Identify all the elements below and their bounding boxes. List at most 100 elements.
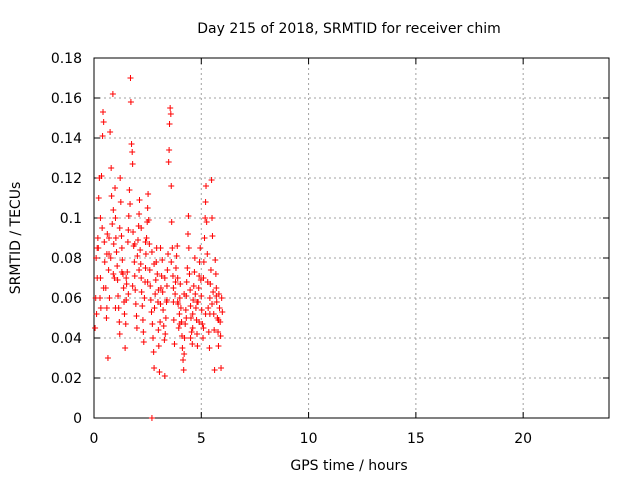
data-point (161, 275, 168, 281)
data-point (215, 343, 222, 349)
data-point (126, 187, 133, 193)
data-point (100, 109, 107, 115)
data-point (150, 349, 157, 355)
data-point (106, 295, 113, 301)
data-point (114, 263, 121, 269)
data-point (191, 269, 198, 275)
data-point (212, 257, 219, 263)
data-point (118, 269, 125, 275)
data-point (176, 311, 183, 317)
data-point (113, 249, 120, 255)
data-point (187, 287, 194, 293)
data-point (203, 183, 210, 189)
data-point (110, 241, 117, 247)
data-point (180, 357, 187, 363)
data-point (94, 235, 101, 241)
data-point (143, 235, 150, 241)
data-point (149, 321, 156, 327)
data-point (92, 325, 99, 331)
axis-ticks: 0 5 10 15 20 0 0.02 0.04 0.06 0.08 0.1 0.12 0.14 0.16… (51, 51, 609, 447)
data-point (103, 251, 110, 257)
data-point (213, 285, 220, 291)
data-point (194, 331, 200, 337)
data-point (174, 243, 181, 249)
data-point (217, 333, 224, 339)
data-point (170, 285, 177, 291)
data-point (181, 335, 188, 341)
data-point (140, 339, 147, 345)
data-point (160, 323, 167, 329)
data-point (97, 275, 104, 281)
data-point (168, 183, 175, 189)
data-point (177, 305, 184, 311)
plot-frame (93, 57, 610, 419)
data-point (192, 305, 199, 311)
data-point (100, 285, 107, 291)
data-point (123, 297, 130, 303)
data-point (168, 259, 175, 265)
data-point (140, 329, 147, 335)
data-point (216, 305, 223, 311)
data-point (109, 91, 116, 97)
data-point (204, 251, 211, 257)
data-point (138, 275, 145, 281)
y-tick-label: 0.06 (51, 291, 82, 307)
data-point (127, 99, 134, 105)
data-point (179, 345, 186, 351)
x-tick-label: 15 (407, 431, 425, 447)
data-point (131, 259, 138, 265)
data-point (159, 257, 166, 263)
data-point (207, 267, 214, 273)
data-point (189, 341, 196, 347)
data-point (206, 295, 213, 301)
data-point (172, 291, 179, 297)
data-point (158, 273, 165, 279)
data-point (148, 309, 155, 315)
data-point (163, 297, 170, 303)
data-point (182, 307, 189, 313)
data-point (213, 293, 220, 299)
data-point (155, 287, 162, 293)
data-point (117, 199, 124, 205)
x-tick-label: 10 (300, 431, 318, 447)
data-point (129, 161, 136, 167)
data-point (125, 213, 132, 219)
data-point (182, 321, 189, 327)
data-point (208, 177, 215, 183)
x-axis-label: GPS time / hours (290, 458, 407, 474)
data-point (145, 217, 152, 223)
data-point (151, 305, 158, 311)
data-point (148, 249, 155, 255)
data-point (165, 251, 172, 257)
data-point (184, 265, 191, 271)
y-tick-label: 0.1 (60, 211, 82, 227)
data-point (157, 245, 164, 251)
data-point (171, 341, 178, 347)
data-point (127, 75, 134, 81)
data-point (119, 257, 126, 263)
data-point (145, 191, 152, 197)
data-point (162, 315, 169, 321)
data-point (202, 199, 209, 205)
data-point (176, 295, 183, 301)
data-point (125, 227, 132, 233)
data-point (97, 305, 104, 311)
data-point (162, 331, 169, 337)
data-point (175, 325, 182, 331)
data-point (112, 185, 119, 191)
y-tick-label: 0.16 (51, 91, 82, 107)
y-tick-label: 0 (73, 411, 82, 427)
data-point (107, 129, 114, 135)
data-point (133, 325, 140, 331)
data-point (190, 283, 197, 289)
data-point (151, 365, 158, 371)
data-point (103, 305, 110, 311)
data-point (142, 251, 149, 257)
data-point (163, 283, 170, 289)
data-points (92, 75, 226, 421)
data-point (127, 201, 134, 207)
data-point (169, 245, 176, 251)
data-point (105, 267, 112, 273)
data-point (134, 253, 141, 259)
data-point (186, 271, 193, 277)
